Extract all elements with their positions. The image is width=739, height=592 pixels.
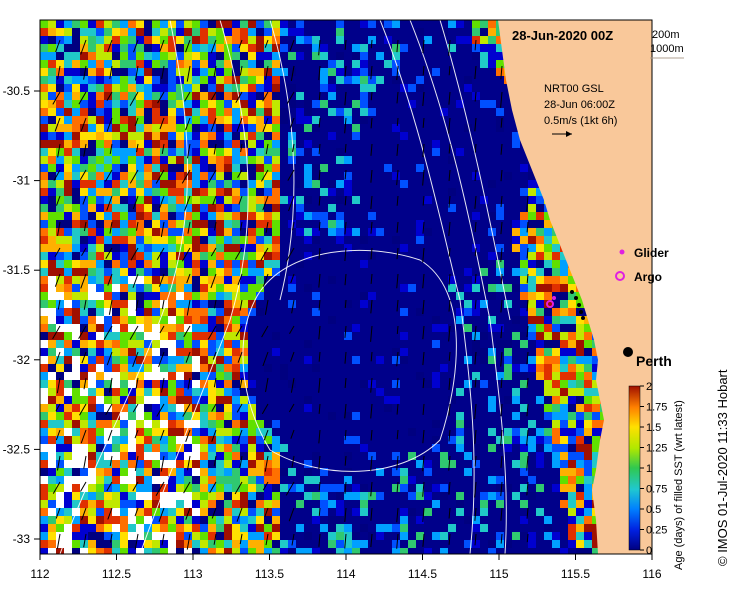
colorbar-ramp	[628, 385, 641, 551]
depth-label-1000m: 1000m	[650, 43, 684, 55]
depth-label-200m: 200m	[652, 29, 680, 41]
y-tick-label: -32.5	[3, 442, 31, 456]
colorbar-tick-label: 2	[646, 381, 652, 393]
perth-marker	[623, 347, 633, 357]
glider-track	[570, 290, 585, 320]
perth-label: Perth	[636, 353, 672, 369]
map-plot-area	[40, 20, 652, 554]
current-scale-arrowhead	[566, 131, 572, 137]
argo-marker	[546, 300, 554, 308]
sst-pixel-field	[40, 20, 652, 554]
argo-legend-label: Argo	[634, 270, 662, 284]
glider-legend-icon	[619, 249, 625, 255]
current-vectors	[52, 39, 529, 550]
glider-marker	[552, 296, 556, 300]
x-axis: 112 112.5 113 113.5 114 114.5 115 115.5 116	[30, 554, 662, 581]
x-tick-label: 114	[336, 567, 355, 581]
argo-legend-icon	[615, 271, 625, 281]
bathymetry-contours	[59, 20, 511, 554]
y-tick-label: -30.5	[3, 84, 31, 98]
x-tick-label: 112.5	[102, 567, 131, 581]
y-axis: -30.5 -31 -31.5 -32 -32.5 -33	[3, 84, 40, 546]
colorbar-tick-label: 1.25	[646, 443, 667, 455]
x-tick-label: 113.5	[255, 567, 284, 581]
x-tick-label: 115.5	[561, 567, 590, 581]
colorbar-tick-label: 0.5	[646, 504, 661, 516]
current-info-line1: NRT00 GSL	[544, 83, 604, 95]
colorbar-tick-label: 1.75	[646, 402, 667, 414]
x-tick-label: 116	[642, 567, 661, 581]
current-info-line2: 28-Jun 06:00Z	[544, 99, 615, 111]
y-tick-label: -33	[13, 532, 31, 546]
credit-label: © IMOS 01-Jul-2020 11:33 Hobart	[715, 369, 730, 566]
land-mass	[498, 20, 652, 554]
x-tick-label: 113	[183, 567, 202, 581]
y-tick-label: -32	[13, 353, 31, 367]
colorbar-tick-label: 0.75	[646, 484, 667, 496]
colorbar-tick-label: 1.5	[646, 422, 661, 434]
x-tick-label: 114.5	[408, 567, 437, 581]
y-tick-label: -31	[13, 174, 31, 188]
colorbar-tick-label: 1	[646, 463, 652, 475]
x-tick-label: 115	[489, 567, 508, 581]
colorbar-tick-label: 0.25	[646, 525, 667, 537]
colorbar-label: Age (days) of filled SST (wrt latest)	[673, 400, 685, 570]
y-tick-label: -31.5	[3, 263, 31, 277]
colorbar: 2 1.75 1.5 1.25 1 0.75 0.5 0.25 0 Age (days) of …	[628, 381, 685, 570]
current-info-line3: 0.5m/s (1kt 6h)	[544, 115, 617, 127]
map-title: 28-Jun-2020 00Z	[512, 28, 613, 43]
glider-legend-label: Glider	[634, 246, 669, 260]
colorbar-ticks: 2 1.75 1.5 1.25 1 0.75 0.5 0.25 0	[640, 381, 667, 557]
x-tick-label: 112	[30, 567, 49, 581]
colorbar-tick-label: 0	[646, 545, 652, 557]
